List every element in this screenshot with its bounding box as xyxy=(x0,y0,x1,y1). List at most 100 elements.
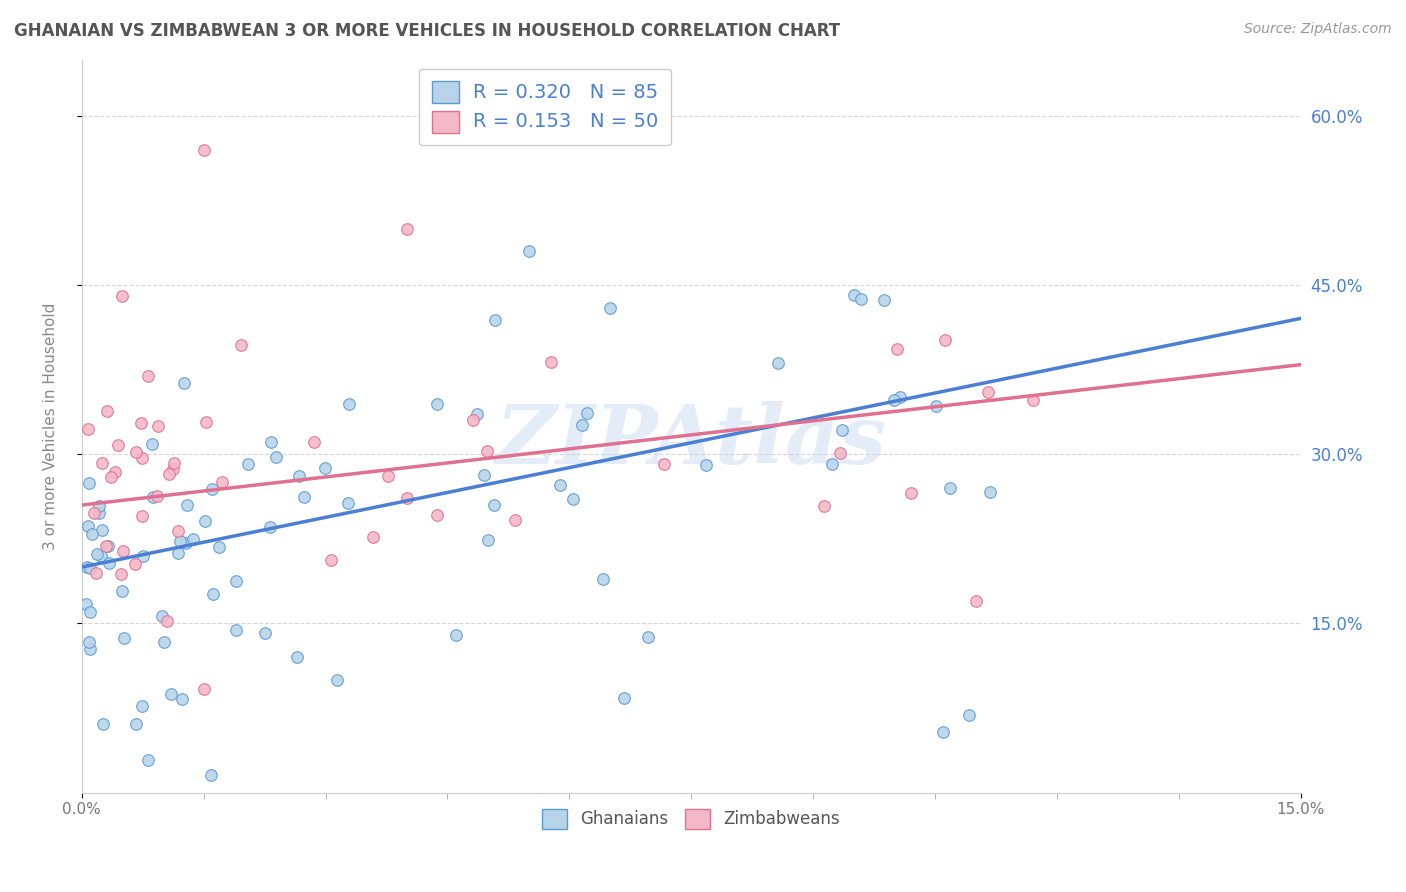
Point xyxy=(540,354,562,368)
Point xyxy=(110,566,132,581)
Text: Source: ZipAtlas.com: Source: ZipAtlas.com xyxy=(1244,22,1392,37)
Point xyxy=(957,707,980,722)
Point xyxy=(652,458,675,472)
Point xyxy=(77,519,100,533)
Point xyxy=(77,421,100,435)
Point xyxy=(86,547,108,561)
Point xyxy=(111,584,134,599)
Point xyxy=(613,691,636,706)
Point xyxy=(225,574,247,588)
Point xyxy=(965,594,987,608)
Point xyxy=(236,457,259,471)
Point xyxy=(91,716,114,731)
Point xyxy=(426,508,449,522)
Point xyxy=(932,724,955,739)
Point xyxy=(229,338,252,352)
Point xyxy=(319,553,342,567)
Y-axis label: 3 or more Vehicles in Household: 3 or more Vehicles in Household xyxy=(44,302,58,549)
Point xyxy=(813,499,835,513)
Point xyxy=(96,404,118,418)
Point xyxy=(925,400,948,414)
Point xyxy=(637,630,659,644)
Point xyxy=(131,450,153,465)
Point xyxy=(517,244,540,259)
Point xyxy=(166,546,188,560)
Point xyxy=(166,524,188,538)
Point xyxy=(465,407,488,421)
Point xyxy=(201,482,224,496)
Point xyxy=(176,498,198,512)
Point xyxy=(76,559,98,574)
Point xyxy=(472,468,495,483)
Point xyxy=(886,343,908,357)
Point xyxy=(91,456,114,470)
Point xyxy=(79,641,101,656)
Point xyxy=(77,475,100,490)
Point xyxy=(138,369,160,384)
Point xyxy=(314,460,336,475)
Point xyxy=(977,384,1000,399)
Legend: Ghanaians, Zimbabweans: Ghanaians, Zimbabweans xyxy=(536,802,846,836)
Point xyxy=(100,469,122,483)
Point xyxy=(851,292,873,306)
Point xyxy=(111,289,134,303)
Point xyxy=(361,530,384,544)
Point xyxy=(503,512,526,526)
Point xyxy=(194,514,217,528)
Point xyxy=(159,467,181,481)
Point xyxy=(211,475,233,489)
Point xyxy=(83,506,105,520)
Point xyxy=(571,417,593,432)
Point xyxy=(142,490,165,504)
Point xyxy=(96,539,118,553)
Point xyxy=(75,597,97,611)
Point xyxy=(979,484,1001,499)
Point xyxy=(193,682,215,697)
Point xyxy=(97,557,120,571)
Point xyxy=(446,628,468,642)
Point xyxy=(426,397,449,411)
Point xyxy=(125,717,148,731)
Point xyxy=(292,490,315,504)
Point xyxy=(766,356,789,370)
Point xyxy=(129,416,152,430)
Point xyxy=(174,535,197,549)
Point xyxy=(89,506,111,520)
Point xyxy=(124,557,146,571)
Point xyxy=(136,753,159,767)
Point xyxy=(253,626,276,640)
Point xyxy=(1022,392,1045,407)
Point xyxy=(260,434,283,449)
Point xyxy=(599,301,621,315)
Point xyxy=(304,434,326,449)
Point xyxy=(193,143,215,157)
Point xyxy=(484,498,506,512)
Point xyxy=(395,491,418,505)
Point xyxy=(939,481,962,495)
Point xyxy=(561,491,583,506)
Point xyxy=(114,799,136,814)
Point xyxy=(592,572,614,586)
Point xyxy=(107,438,129,452)
Point xyxy=(575,406,598,420)
Point xyxy=(820,457,842,471)
Point xyxy=(150,608,173,623)
Point xyxy=(477,444,499,458)
Point xyxy=(889,390,911,404)
Point xyxy=(225,623,247,637)
Point xyxy=(104,466,127,480)
Point xyxy=(90,523,112,537)
Point xyxy=(86,566,108,580)
Point xyxy=(169,533,191,548)
Point xyxy=(259,520,281,534)
Point xyxy=(172,691,194,706)
Point xyxy=(153,635,176,649)
Point xyxy=(194,416,217,430)
Point xyxy=(883,392,905,407)
Point xyxy=(90,549,112,564)
Point xyxy=(337,496,360,510)
Point xyxy=(131,509,153,524)
Point xyxy=(264,450,287,464)
Point xyxy=(548,477,571,491)
Point xyxy=(163,456,186,470)
